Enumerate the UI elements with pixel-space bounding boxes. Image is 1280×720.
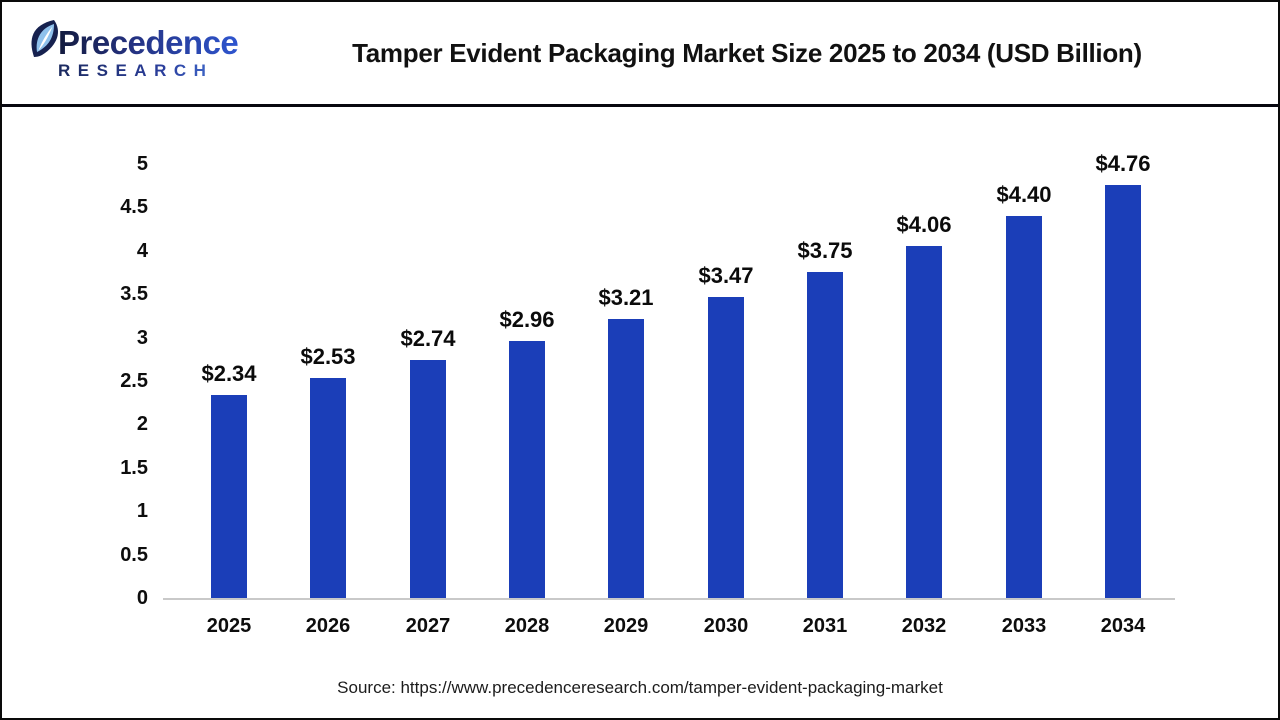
leaf-pinwheel-icon	[24, 17, 66, 66]
x-tick-label: 2027	[405, 615, 451, 637]
precedence-research-logo: Precedence RESEARCH	[2, 19, 239, 81]
y-tick-label: 4	[136, 239, 148, 262]
bar	[410, 360, 446, 600]
bar	[1105, 185, 1141, 600]
x-tick-label: 2034	[1100, 615, 1146, 637]
chart-title: Tamper Evident Packaging Market Size 202…	[352, 37, 1142, 68]
bar-value-label: $2.53	[300, 344, 356, 369]
bar-value-label: $2.34	[201, 361, 257, 386]
bar	[211, 395, 247, 600]
x-tick-label: 2029	[603, 615, 649, 637]
y-tick-label: 2.5	[120, 370, 148, 392]
bar-value-label: $3.21	[598, 285, 654, 310]
bar-value-label: $4.76	[1095, 151, 1151, 176]
y-tick-label: 1	[136, 500, 148, 523]
y-tick-label: 3	[136, 326, 148, 349]
bar	[708, 297, 744, 600]
y-tick-label: 0	[136, 587, 148, 609]
y-tick-label: 3.5	[120, 283, 148, 306]
y-tick-label: 2	[136, 413, 148, 436]
y-tick-label: 5	[136, 153, 148, 175]
x-tick-label: 2025	[206, 615, 252, 637]
logo-brand-text: Precedence	[58, 23, 239, 61]
x-tick-label: 2028	[504, 615, 550, 637]
bar-value-label: $2.74	[400, 326, 456, 351]
x-tick-label: 2026	[305, 615, 351, 637]
source-text: Source: https://www.precedenceresearch.c…	[337, 678, 943, 697]
header: Precedence RESEARCH Tamper Evident Packa…	[2, 2, 1278, 107]
logo-text: Precedence RESEARCH	[58, 23, 239, 81]
x-tick-label: 2032	[901, 615, 947, 637]
bar	[608, 319, 644, 600]
x-tick-label: 2033	[1001, 615, 1047, 637]
bar-value-label: $4.40	[996, 182, 1052, 207]
y-tick-label: 0.5	[120, 543, 148, 566]
y-tick-label: 1.5	[120, 456, 148, 479]
x-axis-line	[163, 598, 1175, 600]
bar	[1006, 216, 1042, 600]
y-tick-label: 4.5	[120, 196, 148, 219]
x-tick-label: 2031	[802, 615, 848, 637]
bar	[509, 341, 545, 600]
bar	[807, 272, 843, 600]
bar-value-label: $2.96	[499, 307, 555, 332]
bar-value-label: $3.75	[797, 238, 853, 263]
logo-sub-text: RESEARCH	[58, 61, 238, 81]
bar-value-label: $4.06	[896, 212, 952, 237]
bar	[310, 378, 346, 600]
bar-value-label: $3.47	[698, 263, 754, 288]
bar	[906, 246, 942, 600]
x-tick-label: 2030	[703, 615, 749, 637]
